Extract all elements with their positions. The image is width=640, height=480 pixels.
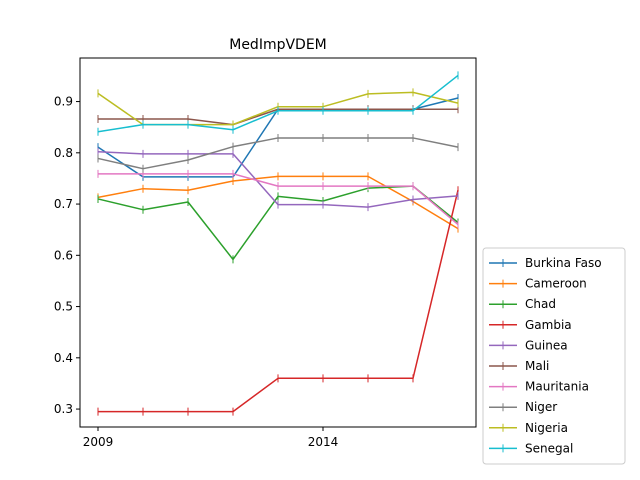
legend-label: Mauritania [525, 380, 589, 394]
y-tick-label: 0.9 [54, 95, 73, 109]
y-tick-label: 0.8 [54, 146, 73, 160]
legend-label: Senegal [525, 441, 573, 455]
y-tick-label: 0.4 [54, 351, 73, 365]
series-9 [97, 71, 459, 136]
y-tick-label: 0.7 [54, 197, 73, 211]
legend-label: Guinea [525, 338, 568, 352]
y-tick-label: 0.6 [54, 248, 73, 262]
legend-item: Senegal [489, 441, 573, 455]
legend-item: Chad [489, 297, 556, 311]
legend-label: Niger [525, 400, 557, 414]
legend-item: Gambia [489, 318, 572, 332]
legend-label: Nigeria [525, 421, 568, 435]
legend-item: Mauritania [489, 380, 589, 394]
series-1 [97, 172, 459, 233]
legend-item: Mali [489, 359, 549, 373]
legend-box [482, 247, 626, 465]
legend-label: Burkina Faso [525, 256, 602, 270]
x-tick-label: 2014 [308, 435, 339, 449]
legend-item: Guinea [489, 338, 568, 352]
legend: Burkina Faso Cameroon Chad Gambia Guinea Mali… [482, 247, 626, 465]
axes-frame [79, 57, 477, 428]
y-tick-label: 0.5 [54, 300, 73, 314]
legend-item: Niger [489, 400, 557, 414]
plot-area: 0.3 0.4 0.5 0.6 0.7 0.8 0.9 2009 2014 [54, 57, 477, 449]
legend-label: Mali [525, 359, 549, 373]
chart-title: MedImpVDEM [229, 37, 327, 53]
legend-item: Nigeria [489, 421, 568, 435]
legend-label: Chad [525, 297, 556, 311]
series-6 [97, 169, 459, 229]
legend-item: Cameroon [489, 277, 587, 291]
legend-item: Burkina Faso [489, 256, 602, 270]
legend-label: Gambia [525, 318, 572, 332]
series-7 [97, 133, 459, 173]
x-tick-label: 2009 [83, 435, 114, 449]
y-tick-label: 0.3 [54, 402, 73, 416]
series-3 [97, 186, 459, 416]
legend-label: Cameroon [525, 277, 587, 291]
